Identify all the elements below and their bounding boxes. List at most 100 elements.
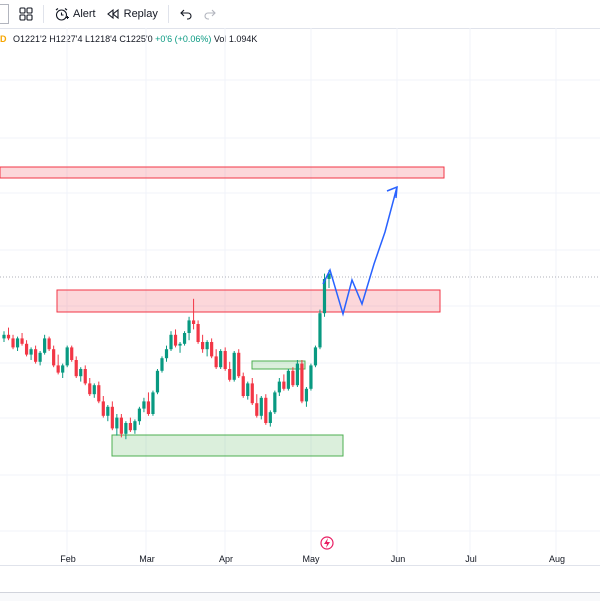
alert-label: Alert: [73, 8, 96, 20]
candle-body: [255, 403, 259, 416]
candle-body: [133, 421, 137, 431]
candle-body: [282, 381, 286, 389]
projection-path[interactable]: [322, 185, 398, 317]
x-axis-label: Mar: [139, 554, 155, 564]
candle-body: [214, 356, 218, 368]
legend-change: +0'6 (+0.06%): [155, 34, 212, 44]
candle-body: [151, 392, 155, 414]
candle-body: [322, 279, 327, 314]
toolbar-separator: [167, 5, 169, 23]
candle-body: [241, 376, 245, 396]
layout-button[interactable]: [19, 7, 33, 21]
candle-body: [142, 401, 146, 409]
top-toolbar: Alert Replay: [0, 0, 600, 29]
candle-body: [304, 388, 309, 402]
candle-body: [246, 383, 250, 396]
candle-body: [38, 352, 42, 362]
candle-body: [187, 320, 191, 333]
candle-body: [128, 423, 132, 431]
candle-body: [309, 365, 313, 389]
candle-body: [15, 338, 20, 348]
candle-body: [33, 349, 38, 362]
candle-body: [259, 397, 263, 416]
candle-body: [83, 369, 87, 384]
legend-high: H1227'4: [49, 34, 83, 44]
candle-body: [97, 385, 101, 402]
candle-body: [43, 338, 47, 353]
candle-body: [79, 369, 83, 377]
candle-body: [74, 360, 78, 377]
candle-body: [169, 334, 173, 350]
x-axis-labels: Feb Mar Apr May Jun Jul Aug: [60, 554, 565, 564]
redo-icon: [204, 9, 216, 20]
legend-low: L1218'4: [85, 34, 117, 44]
candle-body: [191, 320, 196, 324]
legend-volume: Vol 1.094K: [213, 34, 258, 44]
undo-icon: [180, 9, 192, 20]
candle-body: [2, 334, 6, 339]
candle-body: [286, 370, 290, 389]
layout-grid-icon: [19, 7, 33, 21]
candle-body: [300, 363, 304, 402]
chart-grid: [0, 28, 600, 565]
replay-button[interactable]: Replay: [106, 7, 158, 21]
zone-rect-1: [0, 166, 445, 179]
candle-body: [268, 412, 272, 423]
toolbar-separator: [43, 5, 44, 23]
candle-body: [11, 338, 15, 348]
candle-body: [182, 333, 187, 344]
toolbar-edge: [0, 4, 9, 24]
candle-body: [201, 342, 205, 350]
x-axis-label: May: [302, 554, 320, 564]
undo-button[interactable]: [179, 7, 193, 21]
candle-body: [318, 313, 322, 348]
candle-body: [47, 338, 51, 350]
candle-body: [327, 273, 331, 279]
candle-body: [228, 369, 232, 380]
candle-body: [160, 358, 164, 371]
replay-icon: [106, 8, 119, 20]
candle-body: [146, 401, 151, 414]
candle-body: [70, 347, 74, 360]
candle-body: [223, 351, 227, 369]
candle-body: [277, 381, 281, 393]
event-marker[interactable]: [320, 536, 334, 550]
candle-body: [61, 365, 65, 373]
zone-rect-2: [56, 289, 441, 313]
candle-body: [250, 383, 254, 404]
x-axis-label: Apr: [219, 554, 233, 564]
legend-open: O1221'2: [13, 34, 47, 44]
redo-button[interactable]: [203, 7, 217, 21]
candle-body: [110, 406, 114, 429]
projection-line: [322, 186, 398, 317]
replay-label: Replay: [123, 8, 158, 20]
zone-rect-4: [251, 360, 306, 370]
candle-body: [137, 408, 142, 422]
candle-body: [295, 363, 300, 386]
candle-body: [313, 347, 318, 366]
candle-series: [2, 270, 331, 440]
candle-body: [119, 417, 123, 434]
x-axis-divider: [0, 565, 600, 566]
candle-body: [106, 406, 110, 416]
candle-body: [20, 338, 24, 344]
bottom-panel-edge: [0, 592, 600, 601]
x-axis-label: Jun: [391, 554, 406, 564]
candle-body: [232, 352, 236, 380]
legend-close: C1225'0: [119, 34, 153, 44]
price-chart[interactable]: Feb Mar Apr May Jun Jul Aug: [0, 28, 600, 592]
lightning-glyph: [324, 538, 330, 548]
candle-body: [52, 349, 56, 366]
x-axis-label: Aug: [549, 554, 565, 564]
x-axis-label: Jul: [465, 554, 477, 564]
candle-body: [273, 392, 277, 413]
projection-arrowhead: [386, 185, 398, 199]
candle-body: [173, 334, 178, 346]
alert-button[interactable]: Alert: [54, 7, 96, 22]
candle-body: [124, 423, 128, 434]
candle-body: [291, 370, 295, 386]
candle-body: [65, 347, 69, 366]
candle-body: [164, 349, 169, 359]
alarm-clock-icon: [55, 7, 69, 21]
candle-body: [56, 365, 60, 373]
